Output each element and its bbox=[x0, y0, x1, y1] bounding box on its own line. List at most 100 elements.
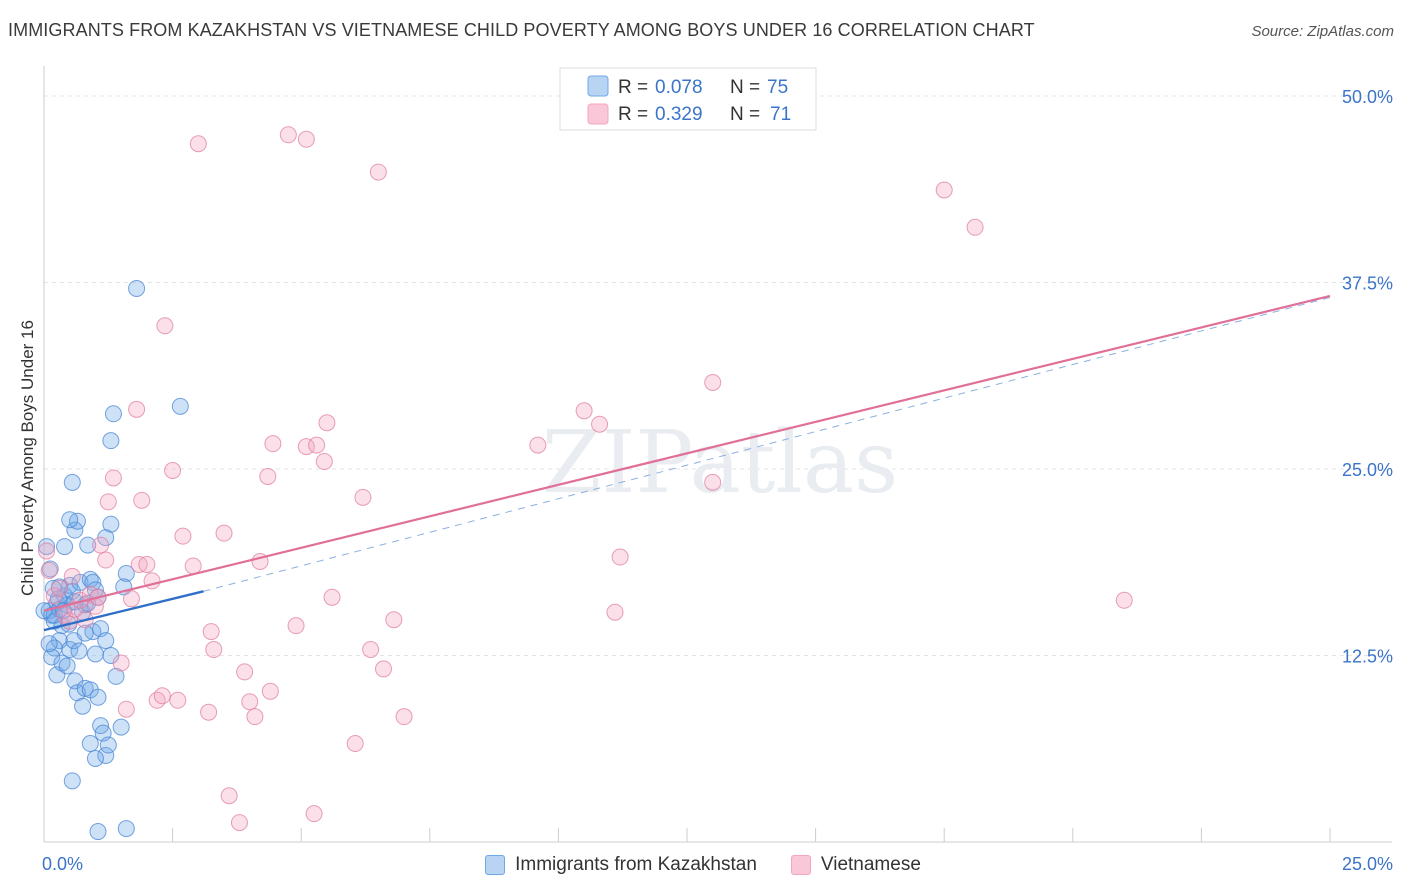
vietnamese-point-14 bbox=[97, 551, 115, 569]
vietnamese-point-60 bbox=[395, 708, 413, 726]
kazakhstan-point-13 bbox=[43, 648, 61, 666]
kazakhstan-point-69 bbox=[128, 279, 146, 297]
tick-labels: 12.5% 25.0% 37.5% 50.0% 0.0% 25.0% bbox=[42, 87, 1393, 874]
vietnamese-point-57 bbox=[369, 163, 387, 181]
vietnamese-point-38 bbox=[236, 663, 254, 681]
kazakhstan-point-20 bbox=[74, 697, 92, 715]
kazakhstan-point-33 bbox=[117, 564, 135, 582]
vietnamese-point-44 bbox=[264, 435, 282, 453]
kazakhstan-point-50 bbox=[61, 511, 79, 529]
legend-r-label-a: R = bbox=[618, 77, 648, 98]
vietnamese-point-28 bbox=[164, 461, 182, 479]
legend-r-value-a: 0.078 bbox=[655, 77, 703, 98]
kazakhstan-point-68 bbox=[117, 820, 135, 838]
kazakhstan-point-67 bbox=[89, 823, 107, 841]
kazakhstan-point-35 bbox=[102, 515, 120, 533]
vietnamese-trend-line bbox=[43, 294, 1331, 612]
x-tick-label-1: 25.0% bbox=[1342, 854, 1393, 874]
axes bbox=[43, 66, 1392, 843]
vietnamese-point-71 bbox=[220, 787, 238, 805]
legend-label-kazakhstan: Immigrants from Kazakhstan bbox=[515, 854, 757, 875]
vietnamese-point-46 bbox=[287, 617, 305, 635]
chart-source: Source: ZipAtlas.com bbox=[1251, 23, 1394, 40]
legend-n-value-a: 75 bbox=[767, 77, 788, 98]
vietnamese-point-69 bbox=[966, 218, 984, 236]
kazakhstan-point-49 bbox=[97, 632, 115, 650]
vietnamese-point-3 bbox=[50, 579, 68, 597]
vietnamese-point-55 bbox=[346, 735, 364, 753]
kazakhstan-point-73 bbox=[38, 538, 56, 556]
vietnamese-point-42 bbox=[259, 467, 277, 485]
vietnamese-point-37 bbox=[230, 814, 248, 832]
vietnamese-point-6 bbox=[63, 567, 81, 585]
legend-n-value-b: 71 bbox=[770, 104, 791, 125]
legend-n-label-a: N = bbox=[730, 77, 760, 98]
vietnamese-point-63 bbox=[591, 415, 609, 433]
vietnamese-point-39 bbox=[241, 693, 259, 711]
legend-label-vietnamese: Vietnamese bbox=[820, 854, 921, 875]
kazakhstan-point-70 bbox=[102, 432, 120, 450]
vietnamese-point-30 bbox=[174, 527, 192, 545]
vietnamese-point-26 bbox=[153, 687, 171, 705]
trend-lines bbox=[43, 294, 1331, 632]
vietnamese-point-27 bbox=[156, 317, 174, 335]
legend-item-vietnamese: Vietnamese bbox=[790, 854, 921, 876]
vietnamese-point-65 bbox=[606, 603, 624, 621]
kazakhstan-point-62 bbox=[70, 642, 88, 660]
vietnamese-point-70 bbox=[1115, 591, 1133, 609]
vietnamese-point-17 bbox=[112, 654, 130, 672]
vietnamese-point-43 bbox=[261, 682, 279, 700]
kazakhstan-point-71 bbox=[171, 397, 189, 415]
kazakhstan-point-55 bbox=[40, 635, 58, 653]
vietnamese-point-54 bbox=[354, 488, 372, 506]
y-tick-label-3: 50.0% bbox=[1342, 87, 1393, 107]
kazakhstan-trend-line bbox=[43, 590, 204, 632]
y-axis-label: Child Poverty Among Boys Under 16 bbox=[18, 320, 37, 596]
vietnamese-point-0 bbox=[38, 542, 56, 560]
vietnamese-point-67 bbox=[704, 373, 722, 391]
vietnamese-point-51 bbox=[315, 453, 333, 471]
vietnamese-point-33 bbox=[200, 703, 218, 721]
kazakhstan-point-37 bbox=[79, 536, 97, 554]
legend-swatch-kazakhstan bbox=[587, 75, 609, 97]
vietnamese-point-15 bbox=[99, 493, 117, 511]
vietnamese-point-19 bbox=[122, 590, 140, 608]
vietnamese-point-64 bbox=[611, 548, 629, 566]
legend-r-value-b: 0.329 bbox=[655, 104, 703, 125]
vietnamese-point-25 bbox=[148, 691, 166, 709]
legend-item-kazakhstan: Immigrants from Kazakhstan bbox=[485, 854, 757, 876]
vietnamese-point-66 bbox=[704, 473, 722, 491]
vietnamese-point-36 bbox=[215, 524, 233, 542]
vietnamese-point-13 bbox=[92, 536, 110, 554]
legend-n-label-b: N = bbox=[730, 104, 760, 125]
y-tick-label-2: 37.5% bbox=[1342, 274, 1393, 294]
kazakhstan-point-56 bbox=[41, 560, 59, 578]
kazakhstan-point-72 bbox=[104, 405, 122, 423]
vietnamese-point-50 bbox=[308, 436, 326, 454]
legend-r-label-b: R = bbox=[618, 104, 648, 125]
vietnamese-point-62 bbox=[575, 402, 593, 420]
vietnamese-point-58 bbox=[375, 660, 393, 678]
vietnamese-point-31 bbox=[184, 557, 202, 575]
kazakhstan-point-28 bbox=[97, 746, 115, 764]
chart-title: IMMIGRANTS FROM KAZAKHSTAN VS VIETNAMESE… bbox=[8, 20, 1035, 40]
kazakhstan-point-63 bbox=[76, 624, 94, 642]
vietnamese-point-29 bbox=[169, 691, 187, 709]
vietnamese-point-40 bbox=[246, 708, 264, 726]
vietnamese-point-68 bbox=[935, 181, 953, 199]
legend-swatch-vietnamese bbox=[790, 855, 811, 875]
x-tick-label-0: 0.0% bbox=[42, 854, 83, 874]
bottom-legend: Immigrants from Kazakhstan Vietnamese bbox=[0, 850, 1406, 880]
kazakhstan-point-51 bbox=[63, 473, 81, 491]
kazakhstan-point-52 bbox=[56, 538, 74, 556]
vietnamese-point-32 bbox=[189, 135, 207, 153]
vietnamese-point-49 bbox=[305, 805, 323, 823]
vietnamese-point-61 bbox=[529, 436, 547, 454]
y-tick-label-0: 12.5% bbox=[1342, 647, 1393, 667]
legend-swatch-vietnamese bbox=[587, 103, 609, 125]
watermark: ZIPatlas bbox=[542, 413, 898, 513]
vietnamese-point-22 bbox=[133, 491, 151, 509]
kazakhstan-point-31 bbox=[107, 667, 125, 685]
vietnamese-point-47 bbox=[297, 130, 315, 148]
